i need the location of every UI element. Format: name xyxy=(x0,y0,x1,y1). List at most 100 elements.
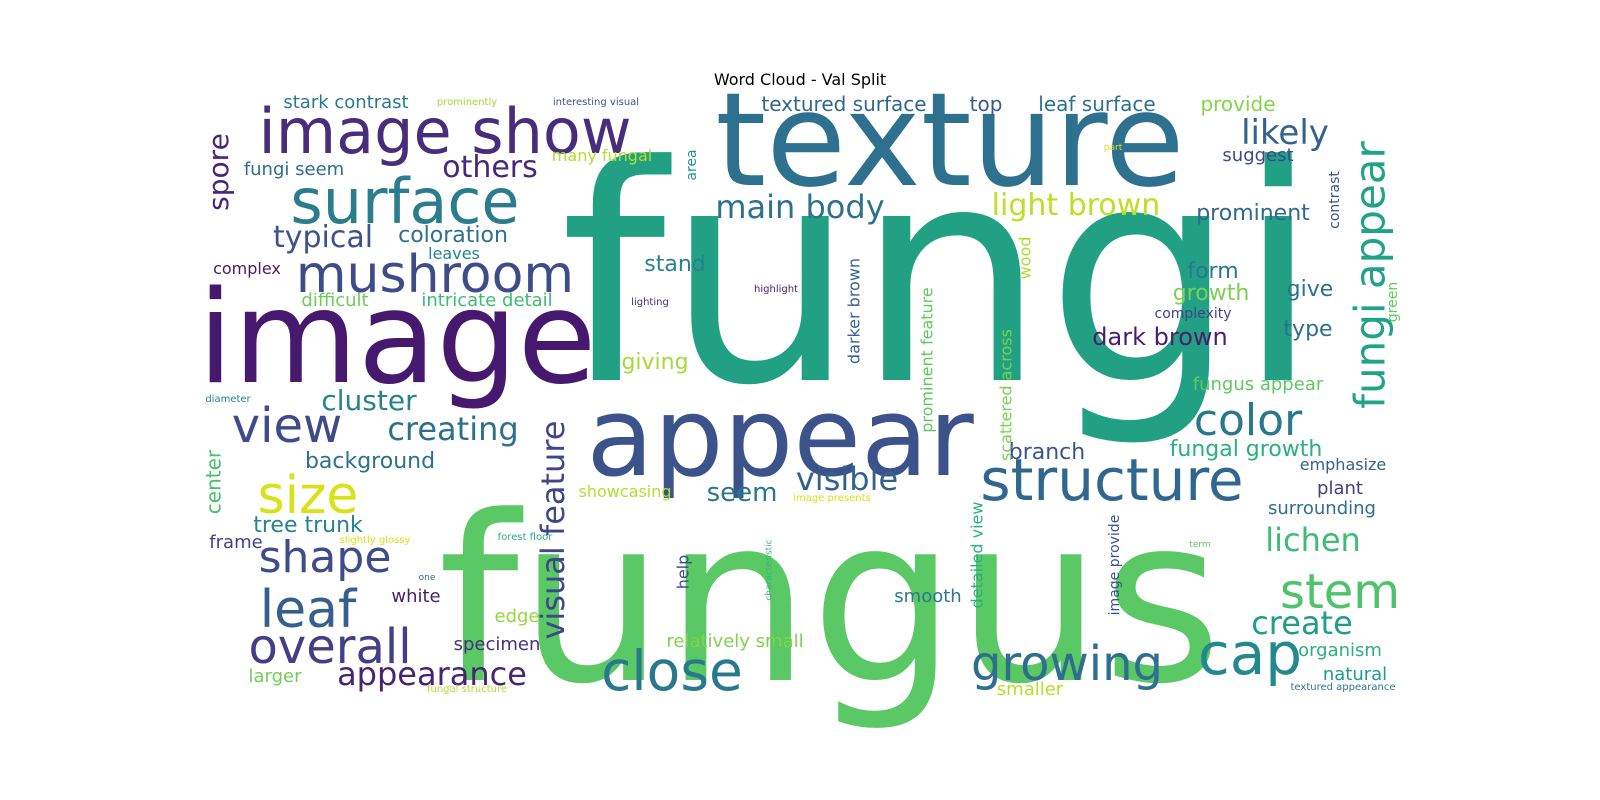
word-highlight: highlight xyxy=(754,284,798,295)
word-provide: provide xyxy=(1200,92,1275,116)
word-specimen: specimen xyxy=(454,634,541,655)
word-visual-feature: visual feature xyxy=(534,421,572,640)
word-complex: complex xyxy=(213,259,281,278)
word-fungus: fungus xyxy=(438,468,1222,735)
word-image-show: image show xyxy=(258,95,631,168)
word-overall: overall xyxy=(248,619,411,675)
word-shape: shape xyxy=(259,532,392,583)
word-likely: likely xyxy=(1241,113,1329,153)
word-fungus-appear: fungus appear xyxy=(1193,374,1324,395)
word-image-provide: image provide xyxy=(1107,515,1123,616)
word-natural: natural xyxy=(1323,664,1387,685)
word-complexity: complexity xyxy=(1155,306,1232,322)
word-prominent: prominent xyxy=(1196,201,1310,226)
word-surrounding: surrounding xyxy=(1268,498,1376,519)
word-term: term xyxy=(1189,540,1210,550)
word-showcasing: showcasing xyxy=(578,482,671,501)
word-diameter: diameter xyxy=(205,394,251,405)
word-close: close xyxy=(601,639,743,703)
word-image-presents: image presents xyxy=(793,493,871,504)
word-visible: visible xyxy=(796,460,898,498)
word-frame: frame xyxy=(209,532,262,553)
word-typical: typical xyxy=(273,220,373,255)
word-giving: giving xyxy=(621,350,688,375)
word-stark-contrast: stark contrast xyxy=(283,92,408,113)
word-fungi-appear: fungi appear xyxy=(1346,140,1395,408)
word-others: others xyxy=(442,150,538,185)
word-center: center xyxy=(202,449,226,514)
word-green: green xyxy=(1385,282,1401,322)
word-background: background xyxy=(305,449,435,474)
word-prominent-feature: prominent feature xyxy=(918,287,937,432)
word-top: top xyxy=(970,92,1003,116)
word-fungi: fungi xyxy=(560,102,1320,451)
word-lichen: lichen xyxy=(1265,521,1361,559)
word-scattered-across: scattered across xyxy=(997,329,1016,461)
word-stand: stand xyxy=(644,252,705,277)
word-interesting-visual: interesting visual xyxy=(553,97,639,108)
word-stem: stem xyxy=(1280,564,1400,620)
word-leaf: leaf xyxy=(260,580,358,640)
word-branch: branch xyxy=(1009,440,1085,465)
word-characteristic: characteristic xyxy=(765,539,775,600)
word-growth: growth xyxy=(1173,281,1250,306)
word-leaves: leaves xyxy=(428,244,480,263)
word-main-body: main body xyxy=(715,188,884,226)
word-many-fungal: many fungal xyxy=(552,146,652,165)
word-area: area xyxy=(684,149,700,180)
word-tree-trunk: tree trunk xyxy=(253,513,363,538)
word-organism: organism xyxy=(1298,640,1382,661)
word-leaf-surface: leaf surface xyxy=(1038,92,1155,116)
word-wood: wood xyxy=(1016,237,1035,280)
word-create: create xyxy=(1251,604,1353,642)
word-mushroom: mushroom xyxy=(296,245,574,305)
word-intricate-detail: intricate detail xyxy=(421,290,552,311)
word-lighting: lighting xyxy=(631,297,669,308)
word-fungal-growth: fungal growth xyxy=(1170,437,1323,462)
word-coloration: coloration xyxy=(398,223,508,248)
word-forest-floor: forest floor xyxy=(498,532,554,543)
word-size: size xyxy=(258,466,359,526)
word-relatively-small: relatively small xyxy=(666,631,803,652)
word-texture: texture xyxy=(715,64,1185,216)
word-spore: spore xyxy=(202,133,235,211)
word-smaller: smaller xyxy=(997,679,1064,700)
word-light-brown: light brown xyxy=(992,188,1161,223)
word-cap: cap xyxy=(1198,620,1302,688)
word-emphasize: emphasize xyxy=(1300,455,1387,474)
word-dark-brown: dark brown xyxy=(1092,323,1227,351)
word-contrast: contrast xyxy=(1327,171,1343,229)
word-cluster: cluster xyxy=(321,384,417,417)
word-appear: appear xyxy=(586,373,974,501)
word-white: white xyxy=(391,586,440,607)
word-detailed-view: detailed view xyxy=(968,502,987,609)
word-view: view xyxy=(232,398,343,454)
word-part: part xyxy=(1104,143,1123,153)
word-textured-appearance: textured appearance xyxy=(1291,682,1396,693)
word-image: image xyxy=(198,264,597,413)
word-one: one xyxy=(419,573,436,583)
word-plant: plant xyxy=(1317,478,1363,499)
word-creating: creating xyxy=(387,410,518,448)
word-form: form xyxy=(1187,259,1238,284)
word-appearance: appearance xyxy=(337,655,527,693)
chart-title: Word Cloud - Val Split xyxy=(713,70,887,89)
word-slightly-glossy: slightly glossy xyxy=(340,535,411,546)
word-color: color xyxy=(1194,395,1303,446)
word-help: help xyxy=(674,555,693,590)
word-larger: larger xyxy=(248,666,302,687)
word-structure: structure xyxy=(980,446,1243,514)
word-textured-surface: textured surface xyxy=(761,92,926,116)
word-suggest: suggest xyxy=(1222,145,1293,166)
word-seem: seem xyxy=(707,478,778,508)
word-give: give xyxy=(1287,277,1334,302)
word-prominently: prominently xyxy=(437,97,497,108)
word-surface: surface xyxy=(290,165,519,238)
word-fungi-seem: fungi seem xyxy=(244,159,344,180)
word-growing: growing xyxy=(971,636,1163,692)
word-difficult: difficult xyxy=(301,290,368,311)
word-type: type xyxy=(1283,317,1332,342)
word-fungal-structure: fungal structure xyxy=(427,684,507,695)
word-edge: edge xyxy=(495,606,540,627)
